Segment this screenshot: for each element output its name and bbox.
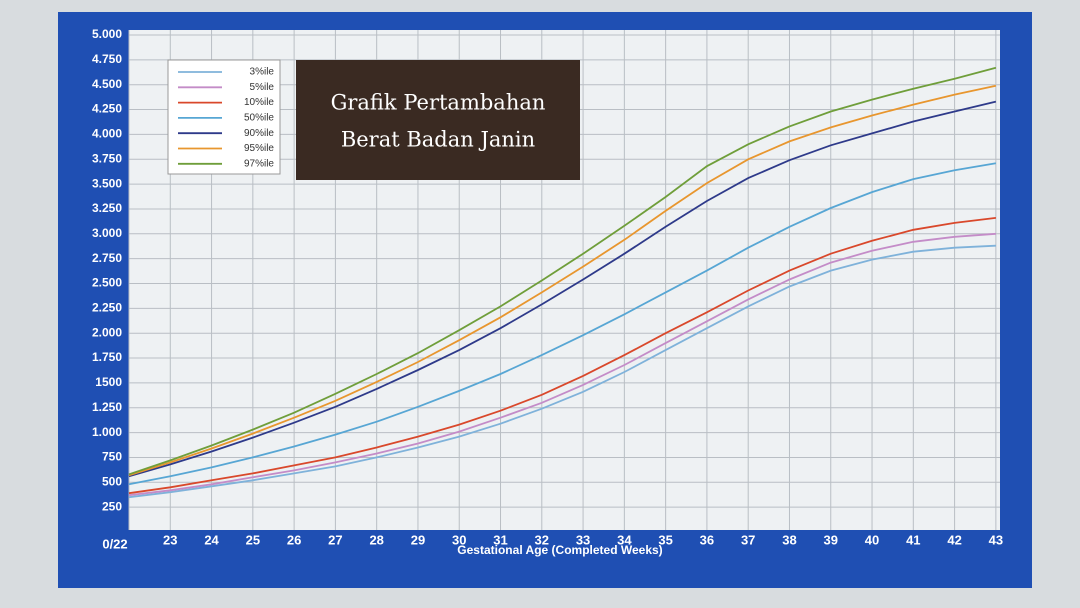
chart-title: Grafik Pertambahan xyxy=(331,91,546,115)
legend-label: 95%ile xyxy=(244,143,274,154)
series-line xyxy=(128,162,997,486)
x-tick-label: 38 xyxy=(782,532,796,547)
y-tick-label: 1.000 xyxy=(92,425,122,439)
x-tick-label: 41 xyxy=(906,532,920,547)
y-tick-label: 2.500 xyxy=(92,276,122,290)
x-tick-label: 39 xyxy=(824,532,838,547)
x-tick-label: 29 xyxy=(411,532,425,547)
legend-label: 3%ile xyxy=(250,67,275,78)
x-tick-label: 0/22 xyxy=(102,536,127,551)
x-tick-label: 32 xyxy=(535,532,549,547)
y-tick-label: 4.500 xyxy=(92,77,122,91)
x-tick-label: 31 xyxy=(493,532,507,547)
x-tick-label: 33 xyxy=(576,532,590,547)
x-tick-label: 27 xyxy=(328,532,342,547)
grid xyxy=(128,30,1000,530)
x-tick-label: 37 xyxy=(741,532,755,547)
y-tick-label: 1500 xyxy=(95,375,122,389)
y-tick-label: 750 xyxy=(102,450,122,464)
y-tick-label: 1.750 xyxy=(92,350,122,364)
y-tick-label: 500 xyxy=(102,474,122,488)
x-tick-label: 43 xyxy=(989,532,1003,547)
series-line xyxy=(128,244,996,499)
series-line xyxy=(128,100,997,478)
x-tick-label: 23 xyxy=(163,532,177,547)
legend-label: 97%ile xyxy=(244,158,274,169)
y-tick-label: 4.750 xyxy=(92,52,122,66)
legend-label: 90%ile xyxy=(244,128,274,139)
x-tick-label: 26 xyxy=(287,532,301,547)
y-tick-label: 2.250 xyxy=(92,301,122,315)
x-tick-label: 24 xyxy=(204,532,219,547)
legend-entries: 3%ile 5%ile 10%ile 50%ile 90%ile 95%ile 97%ile xyxy=(178,67,275,169)
y-tick-label: 4.000 xyxy=(92,127,122,141)
x-tick-label: 25 xyxy=(246,532,260,547)
x-tick-label: 30 xyxy=(452,532,466,547)
y-tick-label: 250 xyxy=(102,499,122,513)
chart-title: Berat Badan Janin xyxy=(341,128,535,152)
y-tick-label: 3.750 xyxy=(92,151,122,165)
x-tick-label: 34 xyxy=(617,532,632,547)
series-line xyxy=(128,66,997,476)
x-tick-label: 35 xyxy=(658,532,672,547)
x-tick-label: 28 xyxy=(369,532,383,547)
x-axis-label: Gestational Age (Completed Weeks) xyxy=(457,543,662,557)
y-tick-label: 3.250 xyxy=(92,201,122,215)
y-tick-label: 1.250 xyxy=(92,400,122,414)
y-tick-label: 2.750 xyxy=(92,251,122,265)
series-line xyxy=(128,232,996,497)
x-tick-label: 40 xyxy=(865,532,879,547)
y-tick-label: 2.000 xyxy=(92,325,122,339)
y-tick-label: 3.500 xyxy=(92,176,122,190)
series-line xyxy=(128,217,997,495)
y-tick-label: 4.250 xyxy=(92,102,122,116)
x-tick-label: 42 xyxy=(947,532,961,547)
title-box xyxy=(296,60,580,180)
x-tick-label: 36 xyxy=(700,532,714,547)
legend-label: 5%ile xyxy=(250,82,275,93)
y-tick-label: 5.000 xyxy=(92,27,122,41)
legend-label: 50%ile xyxy=(244,113,274,124)
legend-label: 10%ile xyxy=(244,97,274,108)
lines xyxy=(128,66,997,499)
y-tick-label: 3.000 xyxy=(92,226,122,240)
series-line xyxy=(128,84,997,477)
